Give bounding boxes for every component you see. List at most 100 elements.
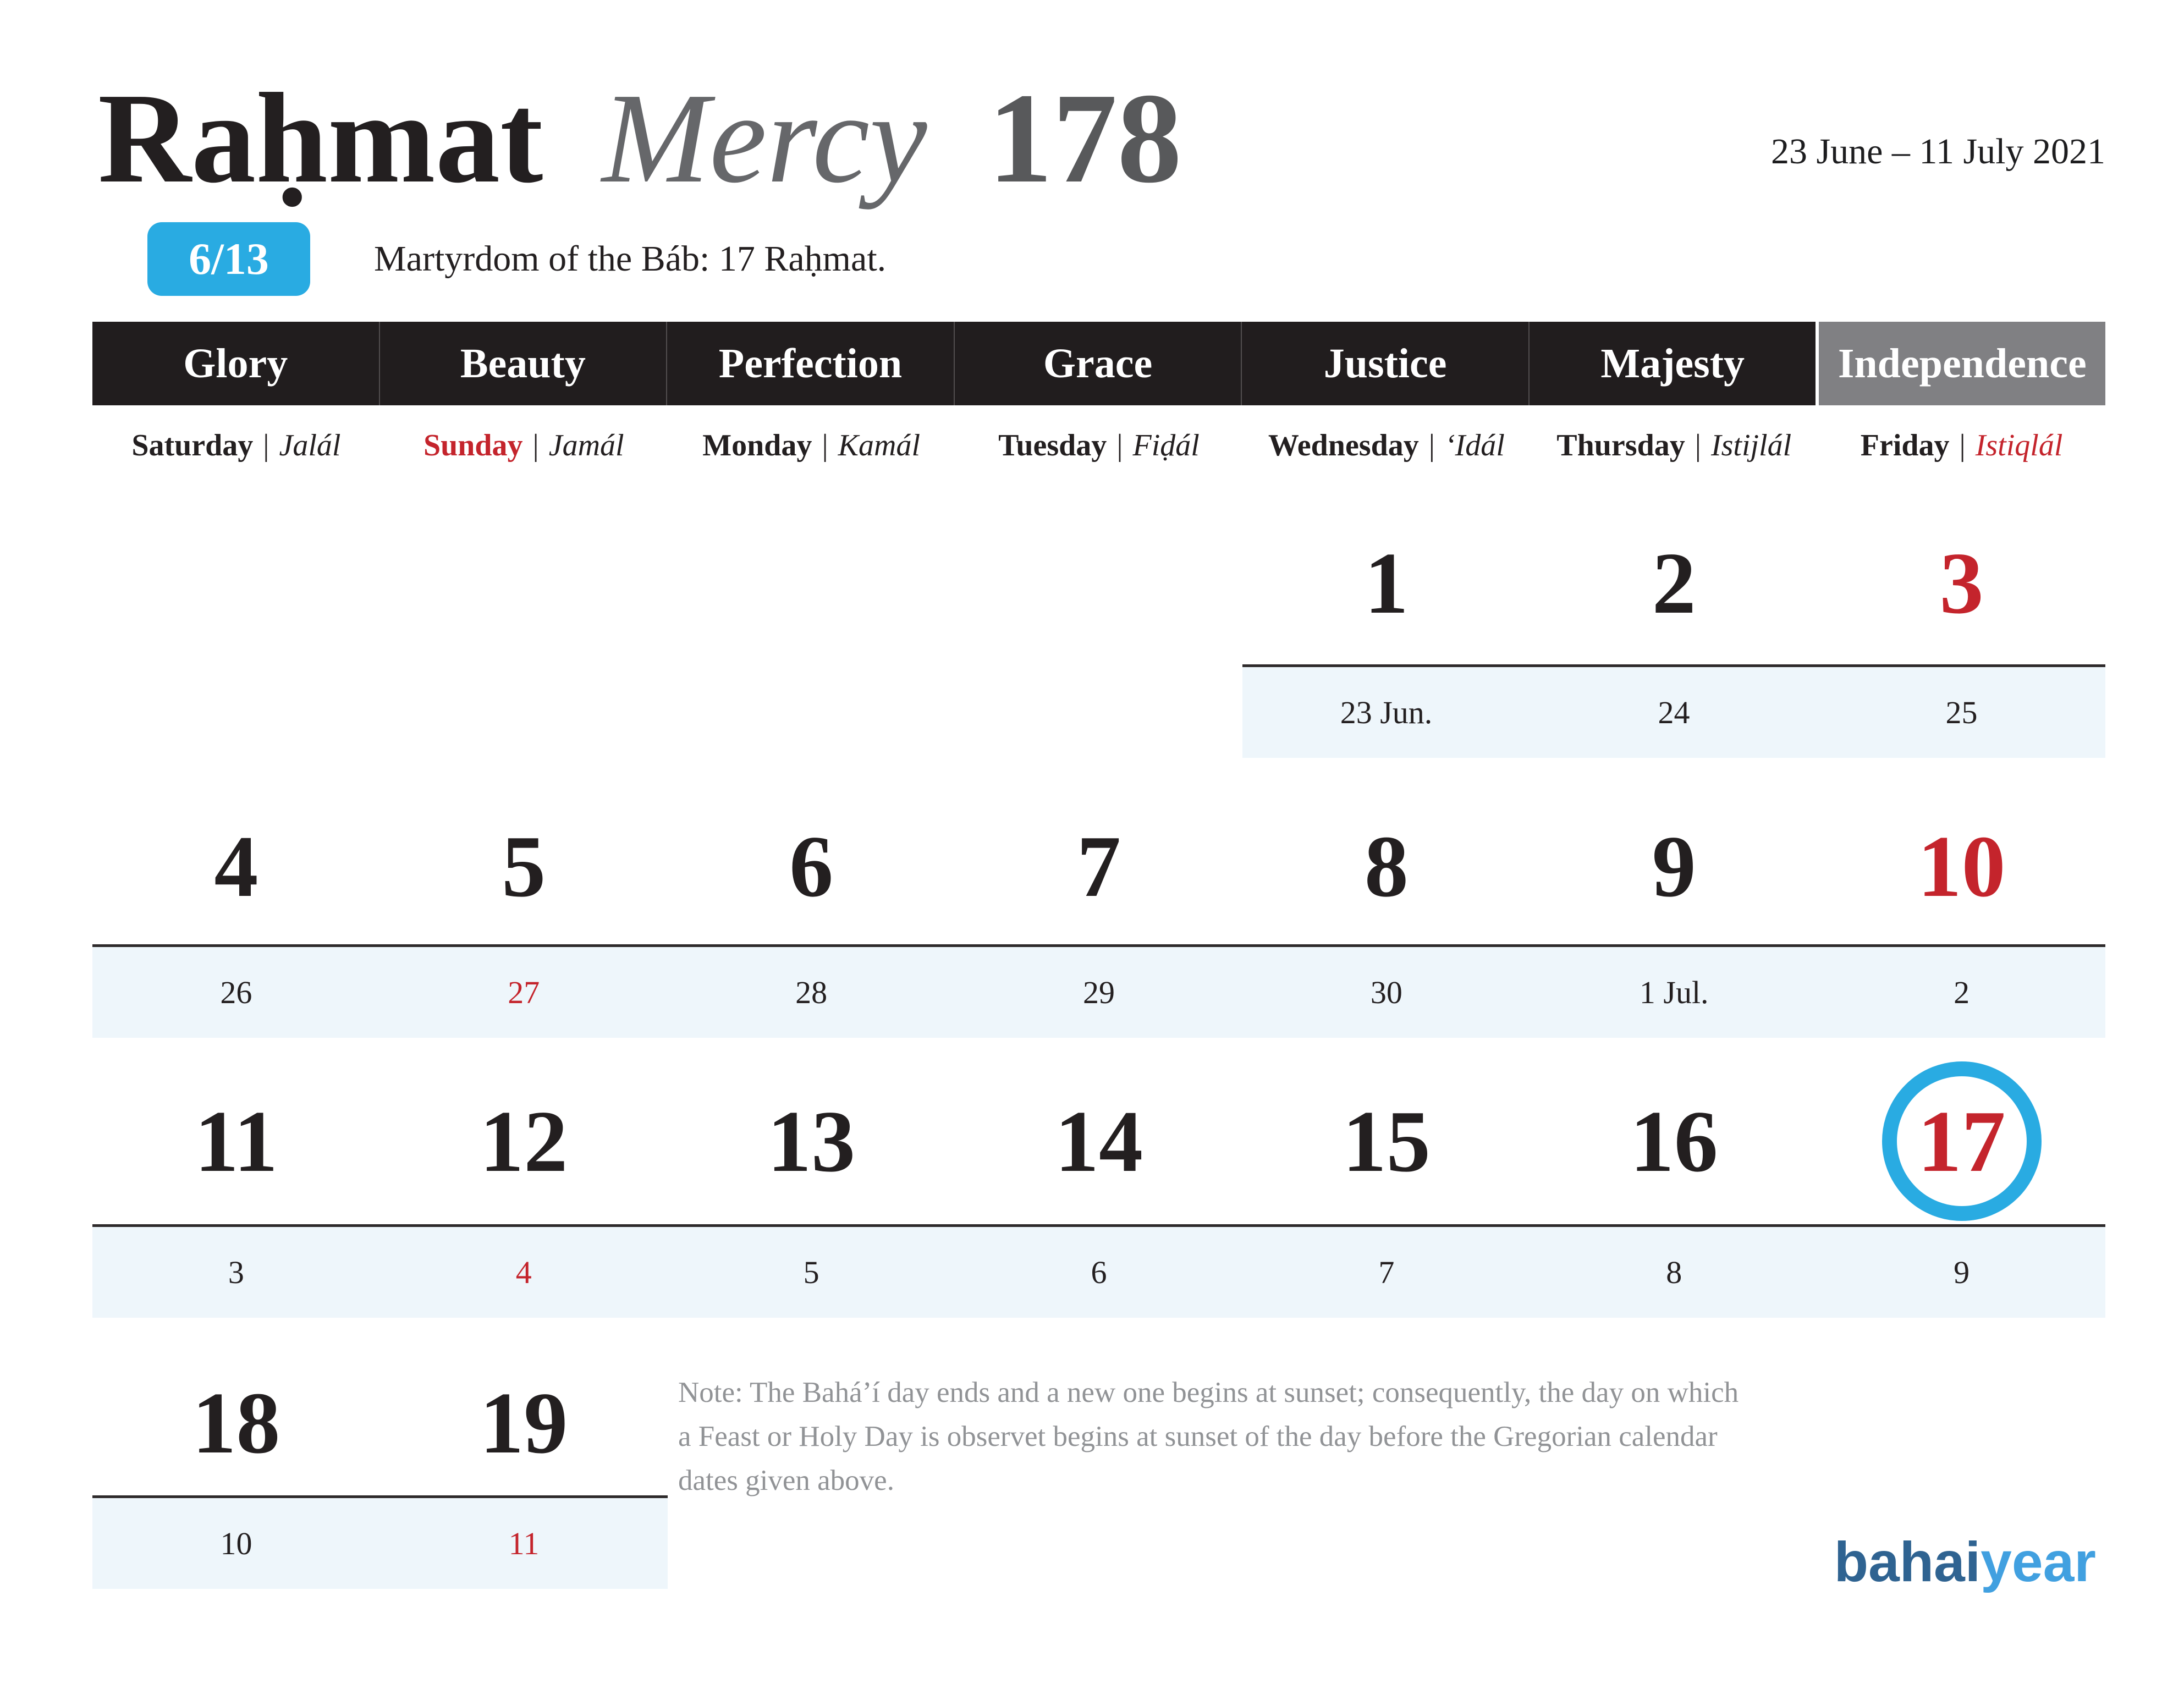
month-index-badge: 6/13 [147, 222, 310, 296]
bahai-day-number: 18 [192, 1374, 280, 1472]
bahai-day-cell: 14 [955, 1094, 1243, 1188]
gregorian-date: 26 [220, 975, 252, 1010]
day-name-separator: | [1695, 428, 1701, 463]
day-name-wednesday: Wednesday | ‘Idál [1242, 415, 1530, 476]
day-name-english: Monday [702, 428, 812, 463]
gregorian-date: 6 [1091, 1254, 1107, 1290]
bahai-day-number: 5 [502, 817, 546, 915]
bahai-day-cell: 1 [1242, 536, 1530, 630]
gregorian-date: 23 Jun. [1340, 695, 1433, 730]
day-name-bahai: Jamál [548, 428, 624, 463]
bahai-day-number: 7 [1077, 817, 1121, 915]
day-name-separator: | [822, 428, 828, 463]
month-name: Raḥmat [98, 67, 543, 210]
bahai-day-cell: 8 [1242, 819, 1530, 913]
day-name-thursday: Thursday | Istijlál [1530, 415, 1818, 476]
bahai-day-cell: 3 [1818, 536, 2105, 630]
day-name-english: Thursday [1556, 428, 1685, 463]
bahai-day-number: 15 [1342, 1092, 1431, 1190]
day-name-bahai: Jalál [279, 428, 341, 463]
gregorian-date: 29 [1083, 975, 1115, 1010]
day-name-separator: | [263, 428, 269, 463]
empty-cell [92, 536, 380, 630]
day-name-english: Tuesday [998, 428, 1107, 463]
day-name-separator: | [1428, 428, 1435, 463]
bahai-day-cell: 10 [1818, 819, 2105, 913]
gregorian-strip-week-3: 3 4 5 6 7 8 9 [92, 1224, 2105, 1318]
gregorian-strip-week-4: 10 11 [92, 1495, 668, 1589]
bahai-day-number: 2 [1652, 534, 1696, 632]
day-name-separator: | [1959, 428, 1966, 463]
holy-day-circle [1882, 1061, 2042, 1221]
bahai-day-cell: 18 [92, 1376, 380, 1470]
bahai-day-number: 19 [480, 1374, 568, 1472]
day-name-friday: Friday | Istiqlál [1818, 415, 2105, 476]
page-title: Raḥmat Mercy 178 [98, 70, 1182, 206]
gregorian-date: 27 [508, 975, 540, 1010]
week-row-1: 1 2 3 [92, 536, 2105, 630]
bahai-day-cell: 7 [955, 819, 1243, 913]
day-name-english: Wednesday [1268, 428, 1419, 463]
week-row-2: 4 5 6 7 8 9 10 [92, 819, 2105, 913]
day-name-separator: | [1116, 428, 1123, 463]
sunset-note-line: a Feast or Holy Day is observet begins a… [678, 1421, 1718, 1452]
day-name-bahai: Istiqlál [1975, 428, 2063, 463]
gregorian-date-range: 23 June – 11 July 2021 [1770, 131, 2105, 172]
gregorian-date: 30 [1370, 975, 1402, 1010]
gregorian-date: 1 Jul. [1639, 975, 1709, 1010]
gregorian-date: 28 [795, 975, 828, 1010]
attribute-header-beauty: Beauty [378, 322, 667, 405]
gregorian-date: 8 [1666, 1254, 1682, 1290]
attribute-header-majesty: Majesty [1528, 322, 1816, 405]
sunset-note: Note: The Bahá’í day ends and a new one … [678, 1371, 1888, 1503]
sunset-note-line: Note: The Bahá’í day ends and a new one … [678, 1377, 1739, 1408]
empty-cell [380, 536, 668, 630]
day-name-english: Friday [1860, 428, 1950, 463]
day-name-saturday: Saturday | Jalál [92, 415, 380, 476]
attribute-header-perfection: Perfection [666, 322, 954, 405]
gregorian-strip-week-1: 23 Jun. 24 25 [1242, 664, 2105, 758]
empty-cell [668, 536, 955, 630]
gregorian-date: 11 [508, 1526, 540, 1561]
holy-day-note: Martyrdom of the Báb: 17 Raḥmat. [374, 239, 887, 279]
bahai-day-cell: 12 [380, 1094, 668, 1188]
bahai-year-number: 178 [988, 67, 1182, 210]
attribute-header-glory: Glory [183, 340, 288, 387]
bahai-day-cell: 15 [1242, 1094, 1530, 1188]
day-name-tuesday: Tuesday | Fiḍál [955, 415, 1243, 476]
gregorian-date: 4 [515, 1254, 532, 1290]
gregorian-strip-week-2: 26 27 28 29 30 1 Jul. 2 [92, 944, 2105, 1038]
bahai-day-number: 13 [767, 1092, 856, 1190]
gregorian-date: 25 [1945, 695, 1978, 730]
bahai-day-number: 12 [480, 1092, 568, 1190]
bahai-day-cell: 4 [92, 819, 380, 913]
day-name-bahai: Istijlál [1710, 428, 1792, 463]
month-translation: Mercy [602, 67, 927, 210]
gregorian-date: 5 [803, 1254, 819, 1290]
week-row-3: 11 12 13 14 15 16 17 [92, 1061, 2105, 1221]
bahai-day-number: 6 [789, 817, 834, 915]
day-name-bahai: Kamál [838, 428, 921, 463]
gregorian-date: 7 [1378, 1254, 1395, 1290]
bahai-day-number: 3 [1939, 534, 1984, 632]
logo-text-year: year [1981, 1531, 2096, 1593]
day-name-english: Saturday [131, 428, 254, 463]
bahaiyear-logo[interactable]: bahaiyear [1834, 1530, 2096, 1594]
day-name-english: Sunday [423, 428, 523, 463]
bahai-day-cell: 6 [668, 819, 955, 913]
bahai-day-number: 16 [1630, 1092, 1718, 1190]
attribute-header-independence: Independence [1816, 322, 2106, 405]
gregorian-date: 3 [228, 1254, 244, 1290]
day-name-monday: Monday | Kamál [668, 415, 955, 476]
bahai-day-cell: 2 [1530, 536, 1818, 630]
day-name-bahai: ‘Idál [1444, 428, 1505, 463]
bahai-day-cell: 19 [380, 1376, 668, 1470]
day-name-separator: | [532, 428, 539, 463]
bahai-day-cell-holy-day: 17 [1818, 1061, 2105, 1221]
bahai-day-number: 4 [214, 817, 258, 915]
logo-text-bahai: bahai [1834, 1531, 1981, 1593]
day-name-sunday: Sunday | Jamál [380, 415, 668, 476]
empty-cell [955, 536, 1243, 630]
attribute-header-grace: Grace [953, 322, 1241, 405]
